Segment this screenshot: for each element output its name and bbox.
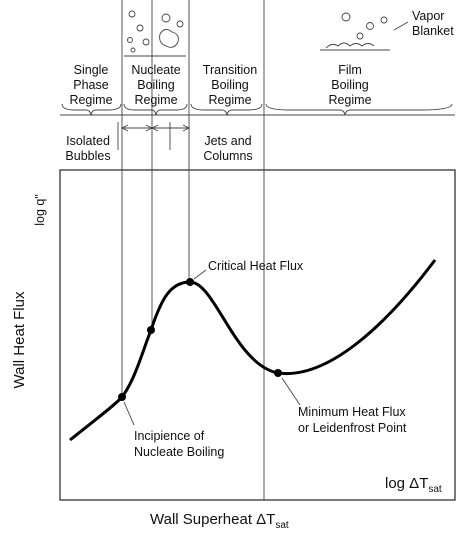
regime-label: Regime	[328, 93, 371, 107]
annotation: Minimum Heat Flux	[298, 405, 406, 419]
regime-label: Boiling	[211, 78, 249, 92]
regime-label: Film	[338, 63, 362, 77]
regime-label: Transition	[203, 63, 257, 77]
label: Vapor	[412, 9, 444, 23]
boiling-curve-diagram: Vapor Blanket Single Phase Regime Nuclea…	[0, 0, 465, 533]
x-axis-title: Wall Superheat ΔTsat	[150, 511, 289, 531]
regime-label: Regime	[208, 93, 251, 107]
plot-frame	[60, 170, 455, 500]
y-axis-title: Wall Heat Flux	[11, 291, 28, 388]
leaders	[124, 270, 300, 425]
sub-label: Columns	[203, 149, 252, 163]
regime-label: Regime	[134, 93, 177, 107]
sub-label: Jets and	[204, 134, 251, 148]
annotation: Incipience of	[134, 429, 205, 443]
regime-label: Phase	[73, 78, 108, 92]
y-inner-label: log q"	[33, 194, 47, 226]
sub-label: Bubbles	[65, 149, 110, 163]
label: Blanket	[412, 24, 454, 38]
regime-label: Single	[74, 63, 109, 77]
regime-label: Boiling	[137, 78, 175, 92]
regime-label: Regime	[69, 93, 112, 107]
regime-label: Boiling	[331, 78, 369, 92]
sub-label: Isolated	[66, 134, 110, 148]
label-main: Wall Superheat ΔT	[150, 511, 275, 528]
label-sub: sat	[428, 484, 442, 495]
regime-label: Nucleate	[131, 63, 180, 77]
bubbles-icon	[124, 11, 408, 56]
label-sub: sat	[275, 520, 289, 531]
annotation: Critical Heat Flux	[208, 259, 304, 273]
x-inner-label: log ΔTsat	[385, 475, 442, 495]
curve-points	[118, 278, 282, 401]
annotation: or Leidenfrost Point	[298, 421, 407, 435]
label-main: log ΔT	[385, 475, 428, 492]
sub-regime-arrows	[118, 122, 189, 150]
annotation: Nucleate Boiling	[134, 445, 224, 459]
